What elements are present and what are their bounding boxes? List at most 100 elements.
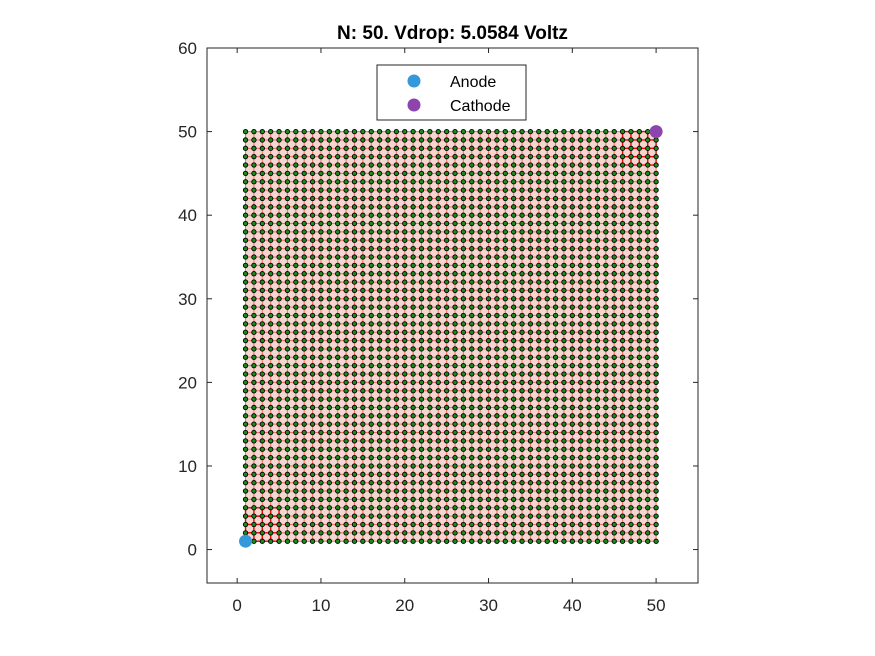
mesh-node — [594, 371, 601, 377]
mesh-node — [452, 513, 458, 519]
mesh-node — [351, 371, 358, 377]
mesh-node — [552, 312, 559, 319]
mesh-node — [385, 304, 391, 310]
mesh-node — [552, 379, 559, 386]
mesh-node — [318, 388, 324, 394]
mesh-node — [309, 162, 316, 168]
mesh-node — [552, 530, 559, 536]
mesh-node — [368, 321, 374, 327]
mesh-node — [360, 279, 366, 285]
mesh-node — [276, 262, 282, 268]
mesh-node — [301, 204, 307, 210]
mesh-node — [276, 170, 282, 177]
mesh-node — [603, 229, 609, 235]
mesh-node — [268, 346, 274, 352]
mesh-node — [452, 413, 458, 419]
mesh-node — [351, 271, 358, 277]
mesh-node — [502, 371, 508, 377]
mesh-node — [360, 162, 366, 168]
mesh-node — [477, 446, 483, 452]
mesh-node — [251, 363, 257, 369]
mesh-node — [452, 438, 458, 444]
mesh-node — [552, 128, 559, 135]
mesh-node — [402, 463, 408, 469]
mesh-node — [293, 404, 299, 411]
mesh-node — [502, 413, 508, 419]
mesh-node — [276, 287, 282, 294]
mesh-node — [326, 413, 332, 419]
mesh-node — [527, 396, 534, 402]
mesh-node — [242, 438, 249, 444]
mesh-node — [527, 463, 534, 469]
mesh-node — [251, 204, 257, 210]
mesh-node — [485, 204, 492, 210]
mesh-node — [351, 429, 358, 436]
mesh-node — [410, 312, 416, 319]
mesh-node — [511, 379, 517, 386]
mesh-node — [351, 262, 358, 268]
mesh-node — [502, 154, 508, 160]
mesh-node — [477, 195, 483, 202]
mesh-node — [326, 480, 332, 486]
mesh-node — [536, 421, 542, 427]
mesh-node — [393, 513, 400, 519]
mesh-node — [343, 254, 349, 260]
mesh-node — [318, 379, 324, 386]
mesh-node — [477, 296, 483, 302]
mesh-node — [536, 170, 542, 177]
mesh-node — [536, 354, 542, 360]
mesh-node — [653, 329, 659, 335]
mesh-node — [460, 346, 467, 352]
mesh-node — [511, 438, 517, 444]
mesh-node — [645, 488, 651, 494]
mesh-node — [335, 321, 341, 327]
mesh-node — [502, 538, 508, 544]
mesh-node — [578, 262, 584, 268]
mesh-node — [268, 388, 274, 394]
mesh-node — [460, 154, 467, 160]
mesh-node — [594, 471, 601, 477]
mesh-node — [619, 429, 626, 436]
mesh-node — [645, 304, 651, 310]
mesh-node — [276, 496, 282, 503]
mesh-node — [427, 337, 433, 344]
mesh-node — [636, 237, 642, 243]
mesh-node — [586, 229, 592, 235]
mesh-node — [569, 304, 575, 310]
mesh-node — [527, 404, 534, 411]
mesh-node — [586, 429, 592, 436]
mesh-node — [443, 304, 450, 310]
mesh-node — [427, 179, 433, 185]
mesh-node — [527, 145, 534, 151]
mesh-node — [603, 363, 609, 369]
mesh-node — [268, 287, 274, 294]
mesh-node — [561, 446, 567, 452]
mesh-node — [351, 346, 358, 352]
mesh-node — [318, 496, 324, 503]
mesh-node — [636, 220, 642, 227]
mesh-node — [242, 371, 249, 377]
mesh-node — [293, 454, 299, 461]
mesh-node — [645, 496, 651, 503]
mesh-node — [435, 179, 441, 185]
mesh-node — [309, 505, 316, 511]
mesh-node — [427, 463, 433, 469]
mesh-node — [435, 530, 441, 536]
mesh-node — [586, 154, 592, 160]
mesh-node — [259, 204, 265, 210]
mesh-node — [309, 480, 316, 486]
mesh-node — [519, 262, 525, 268]
mesh-node — [351, 162, 358, 168]
mesh-node — [410, 162, 416, 168]
mesh-node — [251, 245, 257, 252]
mesh-node — [351, 396, 358, 402]
mesh-node — [393, 379, 400, 386]
mesh-node — [301, 388, 307, 394]
mesh-node — [569, 195, 575, 202]
mesh-node — [527, 530, 534, 536]
mesh-node — [494, 346, 500, 352]
mesh-node — [376, 505, 383, 511]
mesh-node — [578, 521, 584, 528]
mesh-node — [645, 371, 651, 377]
mesh-node — [460, 379, 467, 386]
